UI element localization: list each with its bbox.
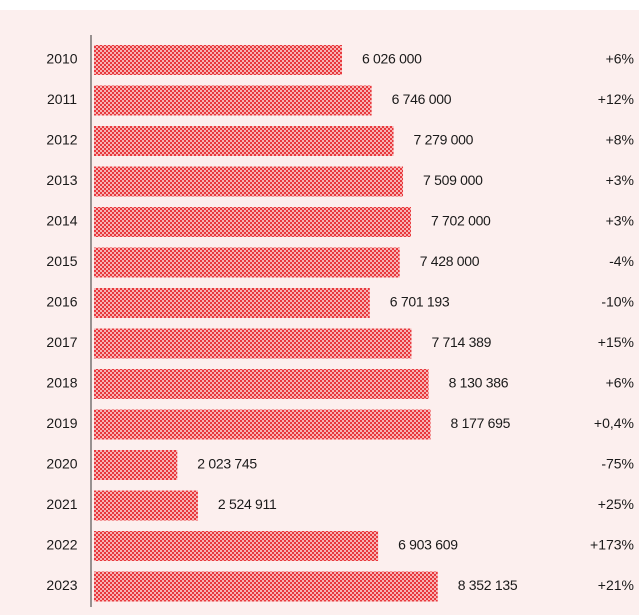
value-label: 2 023 745 (197, 456, 257, 472)
y-tick-label: 2021 (46, 496, 77, 512)
bar (94, 207, 411, 237)
change-label: +6% (606, 51, 634, 67)
y-tick-label: 2017 (46, 334, 77, 350)
change-label: +15% (598, 334, 634, 350)
y-tick-label: 2010 (46, 51, 77, 67)
value-label: 6 701 193 (390, 294, 450, 310)
y-tick-label: 2012 (46, 132, 77, 148)
change-label: +8% (606, 132, 634, 148)
bar (94, 409, 431, 440)
value-label: 7 702 000 (431, 213, 491, 229)
bar (94, 45, 342, 75)
value-label: 7 428 000 (420, 253, 480, 269)
value-label: 8 352 135 (458, 577, 518, 593)
y-tick-label: 2018 (46, 375, 77, 391)
bar (94, 126, 394, 156)
y-tick-label: 2011 (47, 91, 77, 107)
y-tick-label: 2015 (46, 253, 77, 269)
value-label: 6 903 609 (398, 537, 458, 553)
bar (94, 369, 429, 399)
bar (94, 571, 438, 602)
change-label: -4% (609, 253, 634, 269)
change-label: -10% (601, 294, 634, 310)
change-label: +3% (606, 172, 634, 188)
change-label: +0,4% (594, 415, 634, 431)
bar (94, 166, 404, 197)
value-label: 6 746 000 (392, 91, 452, 107)
bar (94, 328, 412, 359)
y-tick-label: 2023 (46, 577, 77, 593)
y-tick-label: 2022 (46, 537, 77, 553)
value-label: 7 714 389 (431, 334, 491, 350)
change-label: +3% (606, 213, 634, 229)
change-label: +25% (598, 496, 634, 512)
value-label: 7 509 000 (423, 172, 483, 188)
value-label: 6 026 000 (362, 51, 422, 67)
bar (94, 531, 379, 561)
change-label: +173% (590, 537, 634, 553)
y-tick-label: 2019 (46, 415, 77, 431)
change-label: +21% (598, 577, 634, 593)
bar (94, 450, 178, 480)
bar (94, 85, 372, 116)
value-label: 8 177 695 (451, 415, 511, 431)
bar (94, 247, 400, 278)
bar (94, 490, 198, 521)
bar (94, 288, 370, 318)
value-label: 7 279 000 (414, 132, 474, 148)
y-tick-label: 2013 (46, 172, 77, 188)
y-tick-label: 2016 (46, 294, 77, 310)
value-label: 2 524 911 (218, 496, 277, 512)
change-label: +6% (606, 375, 634, 391)
change-label: +12% (598, 91, 634, 107)
y-tick-label: 2020 (46, 456, 77, 472)
value-label: 8 130 386 (449, 375, 509, 391)
y-tick-label: 2014 (46, 213, 77, 229)
change-label: -75% (601, 456, 634, 472)
